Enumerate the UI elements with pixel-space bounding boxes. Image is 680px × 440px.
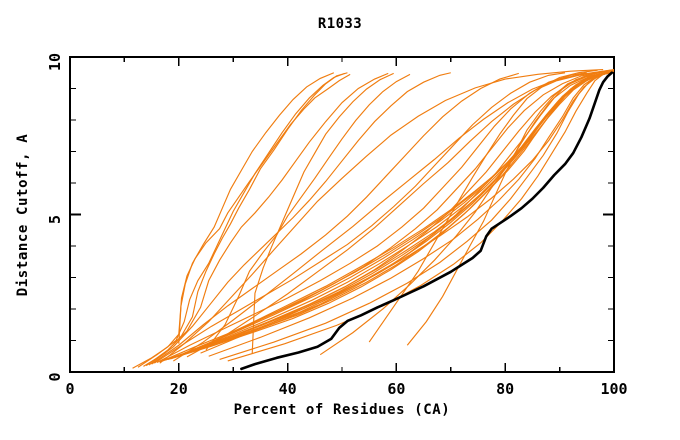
series-line-ensemble <box>186 69 612 358</box>
y-axis-ticks <box>70 56 614 373</box>
y-axis-tick-labels: 0 5 10 <box>46 53 64 382</box>
series-line-ensemble <box>219 69 614 360</box>
series-line-ensemble <box>137 72 345 368</box>
x-tick-label: 80 <box>496 380 514 398</box>
series-line-ensemble <box>319 70 609 356</box>
x-tick-label: 0 <box>65 380 74 398</box>
series-line-ensemble <box>184 71 613 354</box>
series-line-highlighted <box>240 71 614 371</box>
series-line-ensemble <box>148 72 451 366</box>
y-tick-label: 0 <box>46 372 64 381</box>
y-tick-label: 10 <box>46 53 64 71</box>
series-line-ensemble <box>194 70 614 351</box>
series-line-ensemble <box>208 70 614 357</box>
series-line-ensemble <box>159 69 604 364</box>
x-axis-ticks <box>69 57 615 372</box>
series-line-ensemble <box>145 72 389 367</box>
series-line-ensemble <box>178 72 335 344</box>
series-line-ensemble <box>154 72 566 364</box>
series-line-ensemble <box>173 69 614 362</box>
series-line-ensemble <box>143 72 348 367</box>
series-line-ensemble <box>368 69 598 343</box>
y-tick-label: 5 <box>46 215 64 224</box>
x-axis-title: Percent of Residues (CA) <box>234 402 451 418</box>
y-axis-title: Distance Cutoff, A <box>15 134 31 297</box>
x-axis-tick-labels: 0 20 40 60 80 100 <box>65 380 627 398</box>
x-tick-label: 20 <box>170 380 188 398</box>
series-line-ensemble <box>251 72 394 354</box>
x-tick-label: 60 <box>387 380 405 398</box>
x-tick-label: 100 <box>600 380 627 398</box>
series-line-ensemble <box>151 72 519 365</box>
chart-title: R1033 <box>318 16 362 32</box>
data-series-group <box>132 69 614 371</box>
series-line-ensemble <box>205 73 411 351</box>
x-tick-label: 40 <box>279 380 297 398</box>
